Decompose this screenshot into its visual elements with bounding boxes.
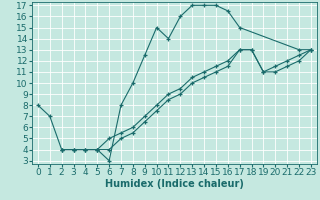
X-axis label: Humidex (Indice chaleur): Humidex (Indice chaleur) [105, 179, 244, 189]
